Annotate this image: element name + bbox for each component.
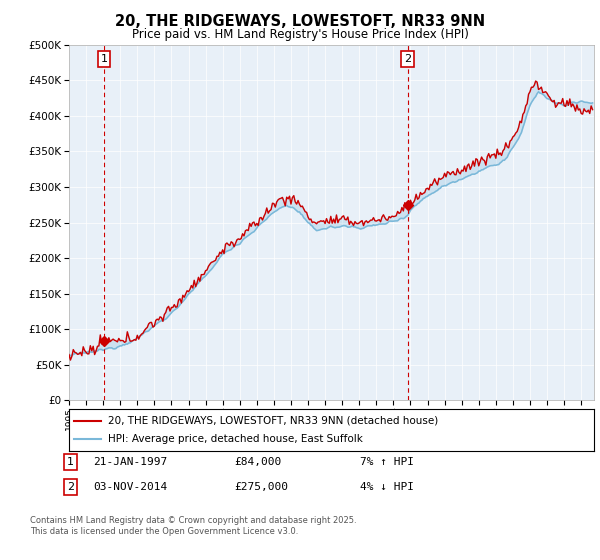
Text: £84,000: £84,000	[234, 457, 281, 467]
Text: 7% ↑ HPI: 7% ↑ HPI	[360, 457, 414, 467]
Text: 21-JAN-1997: 21-JAN-1997	[93, 457, 167, 467]
Text: 4% ↓ HPI: 4% ↓ HPI	[360, 482, 414, 492]
Text: This data is licensed under the Open Government Licence v3.0.: This data is licensed under the Open Gov…	[30, 528, 298, 536]
Text: 03-NOV-2014: 03-NOV-2014	[93, 482, 167, 492]
Text: HPI: Average price, detached house, East Suffolk: HPI: Average price, detached house, East…	[109, 434, 363, 444]
Text: 1: 1	[67, 457, 74, 467]
Text: 1: 1	[101, 54, 107, 64]
Text: Price paid vs. HM Land Registry's House Price Index (HPI): Price paid vs. HM Land Registry's House …	[131, 28, 469, 41]
Text: 2: 2	[404, 54, 411, 64]
Text: £275,000: £275,000	[234, 482, 288, 492]
Text: 20, THE RIDGEWAYS, LOWESTOFT, NR33 9NN (detached house): 20, THE RIDGEWAYS, LOWESTOFT, NR33 9NN (…	[109, 416, 439, 426]
Text: 20, THE RIDGEWAYS, LOWESTOFT, NR33 9NN: 20, THE RIDGEWAYS, LOWESTOFT, NR33 9NN	[115, 14, 485, 29]
Text: 2: 2	[67, 482, 74, 492]
Text: Contains HM Land Registry data © Crown copyright and database right 2025.: Contains HM Land Registry data © Crown c…	[30, 516, 356, 525]
